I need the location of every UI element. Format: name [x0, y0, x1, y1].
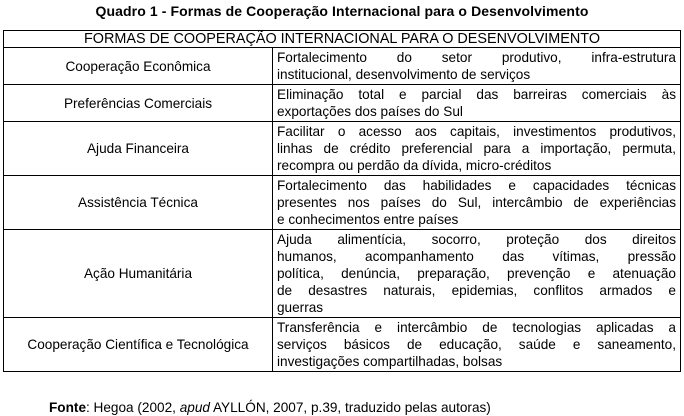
source-apud: apud [179, 400, 210, 415]
description-line: e conhecimentos entre países [277, 212, 459, 227]
category-cell: Cooperação Econômica [3, 47, 273, 85]
description-line: serviços básicos de educação, saúde e sa… [277, 337, 676, 352]
description-line: Fortalecimento do setor produtivo, infra… [277, 50, 676, 65]
table-header: FORMAS DE COOPERAÇÃO INTERNACIONAL PARA … [3, 30, 681, 48]
description-line: Fortalecimento das habilidades e capacid… [277, 178, 676, 193]
description-line: recompra ou perdão da dívida, micro-créd… [277, 158, 552, 173]
description-cell: Facilitar o acesso aos capitais, investi… [272, 121, 681, 176]
table-row: Assistência Técnica Fortalecimento das ha… [3, 175, 681, 230]
description-cell: Fortalecimento do setor produtivo, infra… [272, 47, 681, 85]
description-line: de desastres naturais, epidemias, confli… [277, 283, 676, 298]
description-line: Ajuda alimentícia, socorro, proteção dos… [277, 232, 676, 247]
description-line: institucional, desenvolvimento de serviç… [277, 67, 531, 82]
description-line: Eliminação total e parcial das barreiras… [277, 87, 676, 102]
table-header-row: FORMAS DE COOPERAÇÃO INTERNACIONAL PARA … [3, 30, 681, 48]
source-text-rest: AYLLÓN, 2007, p.39, traduzido pelas auto… [209, 400, 491, 415]
description-line: exportações dos países do Sul [277, 104, 463, 119]
table-row: Preferências Comerciais Eliminação total … [3, 84, 681, 122]
description-cell: Eliminação total e parcial das barreiras… [272, 84, 681, 122]
source-text: : Hegoa (2002, [86, 400, 180, 415]
table-row: Ajuda Financeira Facilitar o acesso aos c… [3, 121, 681, 176]
category-cell: Ajuda Financeira [3, 121, 273, 176]
description-line: guerras [277, 300, 324, 315]
category-cell: Preferências Comerciais [3, 84, 273, 122]
description-line: política, denúncia, preparação, prevençã… [277, 266, 676, 281]
category-cell: Cooperação Científica e Tecnológica [3, 317, 273, 372]
description-line: investigações compartilhadas, bolsas [277, 354, 503, 369]
table-row: Cooperação Científica e Tecnológica Trans… [3, 317, 681, 372]
description-line: humanos, acompanhamento das vítimas, pre… [277, 249, 676, 264]
table-row: Ação Humanitária Ajuda alimentícia, socor… [3, 229, 681, 318]
category-cell: Assistência Técnica [3, 175, 273, 230]
description-cell: Ajuda alimentícia, socorro, proteção dos… [272, 229, 681, 318]
table-row: Cooperação Econômica Fortalecimento do se… [3, 47, 681, 85]
source-label: Fonte [49, 400, 86, 415]
description-cell: Transferência e intercâmbio de tecnologi… [272, 317, 681, 372]
cooperation-forms-table: FORMAS DE COOPERAÇÃO INTERNACIONAL PARA … [3, 30, 681, 372]
description-line: Facilitar o acesso aos capitais, investi… [277, 124, 676, 139]
description-line: Transferência e intercâmbio de tecnologi… [277, 320, 676, 335]
description-line: linhas de crédito preferencial para a im… [277, 141, 676, 156]
source-note: Fonte: Hegoa (2002, apud AYLLÓN, 2007, p… [49, 400, 491, 415]
table-title: Quadro 1 - Formas de Cooperação Internac… [95, 3, 589, 19]
category-cell: Ação Humanitária [3, 229, 273, 318]
description-line: presentes nos países do Sul, intercâmbio… [277, 195, 676, 210]
description-cell: Fortalecimento das habilidades e capacid… [272, 175, 681, 230]
